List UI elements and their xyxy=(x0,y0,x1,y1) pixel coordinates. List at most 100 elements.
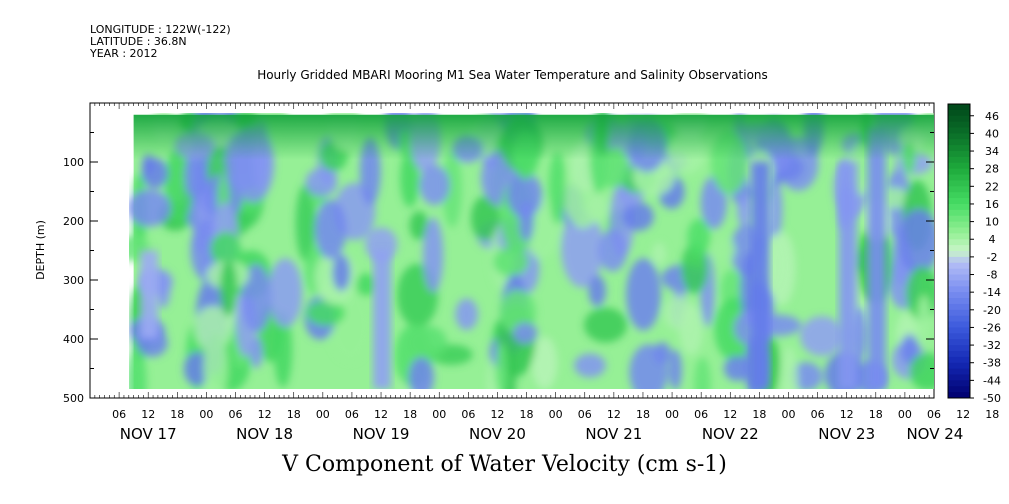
colorbar-cell xyxy=(948,239,970,246)
field-patch xyxy=(513,322,538,344)
field-patch xyxy=(406,325,448,360)
field-feature xyxy=(751,162,770,389)
field-patch xyxy=(419,165,450,206)
colorbar-cell xyxy=(948,221,970,228)
field-patch xyxy=(332,254,351,292)
field-patch xyxy=(129,344,147,389)
x-tick-label: 12 xyxy=(723,408,737,421)
colorbar-cell xyxy=(948,203,970,211)
field-patch xyxy=(305,168,338,197)
field-patch xyxy=(306,300,346,326)
colorbar-frame xyxy=(947,103,971,399)
colorbar-cell xyxy=(948,174,970,181)
colorbar-cell xyxy=(948,133,970,140)
colorbar-cell xyxy=(948,192,970,199)
colorbar-label: 40 xyxy=(985,127,999,140)
field-patch xyxy=(273,311,293,388)
field-patch xyxy=(141,157,168,189)
field-patch xyxy=(400,149,420,208)
x-tick-label: 00 xyxy=(898,408,912,421)
y-tick-label: 500 xyxy=(63,392,84,405)
field-patch xyxy=(210,231,242,267)
field-patch xyxy=(561,209,604,288)
x-tick-label: 12 xyxy=(490,408,504,421)
x-tick-label: 12 xyxy=(258,408,272,421)
x-tick-label: 18 xyxy=(752,408,766,421)
colorbar-cell xyxy=(948,198,970,205)
field-patch xyxy=(295,184,317,262)
colorbar-label: -26 xyxy=(983,321,1001,334)
y-axis: 100 200 300 400 500 xyxy=(63,132,934,405)
colorbar-cell xyxy=(948,215,970,223)
colorbar-cell xyxy=(948,286,970,293)
colorbar-label: 4 xyxy=(989,233,996,246)
field-patch xyxy=(268,258,303,328)
colorbar-label: -14 xyxy=(983,286,1001,299)
field-patch xyxy=(710,237,736,262)
x-tick-label: 12 xyxy=(607,408,621,421)
longitude-label: LONGITUDE : 122W(-122) xyxy=(90,23,231,36)
colorbar-cell xyxy=(948,245,970,252)
data-field xyxy=(129,113,934,389)
colorbar-cell xyxy=(948,145,970,152)
field-patch xyxy=(250,336,263,369)
field-patch xyxy=(588,275,606,307)
colorbar-label: -50 xyxy=(983,392,1001,405)
field-patch xyxy=(669,349,682,389)
field-patch xyxy=(470,195,500,241)
field-patch xyxy=(422,217,444,293)
field-patch xyxy=(314,199,347,260)
colorbar-cell xyxy=(948,350,970,358)
colorbar-cell xyxy=(948,345,970,352)
x-day-label: NOV 17 xyxy=(120,425,177,443)
latitude-label: LATITUDE : 36.8N xyxy=(90,35,187,48)
x-tick-label: 18 xyxy=(403,408,417,421)
colorbar-label: 28 xyxy=(985,163,999,176)
x-tick-label: 00 xyxy=(432,408,446,421)
surface-band xyxy=(133,114,934,160)
field-patch xyxy=(442,150,462,228)
year-label: YEAR : 2012 xyxy=(90,47,158,60)
x-day-label: NOV 23 xyxy=(818,425,875,443)
field-patch xyxy=(622,202,654,231)
colorbar-cell xyxy=(948,127,970,134)
x-tick-label: 12 xyxy=(956,408,970,421)
x-day-label: NOV 18 xyxy=(236,425,293,443)
field-patch xyxy=(780,345,798,389)
colorbar-cell xyxy=(948,280,970,287)
field-patch xyxy=(917,295,931,344)
x-tick-label: 06 xyxy=(112,408,126,421)
colorbar-cell xyxy=(948,315,970,323)
x-tick-label: 06 xyxy=(694,408,708,421)
field-patch xyxy=(598,229,628,272)
colorbar-cell xyxy=(948,339,970,346)
x-axis: 06 12 18 00 06 12 18 00 06 12 18 00 06 12 18 00 06 12 18 00… xyxy=(89,103,999,443)
colorbar-label: -8 xyxy=(987,269,998,282)
x-day-label: NOV 20 xyxy=(469,425,526,443)
field-patch xyxy=(408,357,435,389)
y-axis-label: DEPTH (m) xyxy=(34,220,47,280)
field-feature xyxy=(838,162,857,389)
x-tick-label: 18 xyxy=(287,408,301,421)
x-tick-label: 06 xyxy=(461,408,475,421)
field-feature xyxy=(140,250,159,339)
colorbar-cell xyxy=(948,209,970,217)
field-patch xyxy=(574,353,606,378)
colorbar-cell xyxy=(948,104,970,111)
colorbar: 46 40 34 28 22 16 10 4 -2 -8 -14 -20 -26 -32 -38 -44 -50 xyxy=(947,103,1001,405)
field-patch xyxy=(629,344,668,389)
colorbar-label: 22 xyxy=(985,180,999,193)
field-patch xyxy=(455,298,478,331)
colorbar-cell xyxy=(948,156,970,164)
x-tick-label: 06 xyxy=(229,408,243,421)
x-tick-label: 06 xyxy=(927,408,941,421)
colorbar-cell xyxy=(948,368,970,375)
colorbar-cell xyxy=(948,333,970,340)
chart-title: Hourly Gridded MBARI Mooring M1 Sea Wate… xyxy=(257,68,768,82)
colorbar-cell xyxy=(948,298,970,305)
field-patch xyxy=(587,193,609,223)
x-tick-label: 00 xyxy=(549,408,563,421)
colorbar-cell xyxy=(948,274,970,281)
field-patch xyxy=(519,200,534,242)
